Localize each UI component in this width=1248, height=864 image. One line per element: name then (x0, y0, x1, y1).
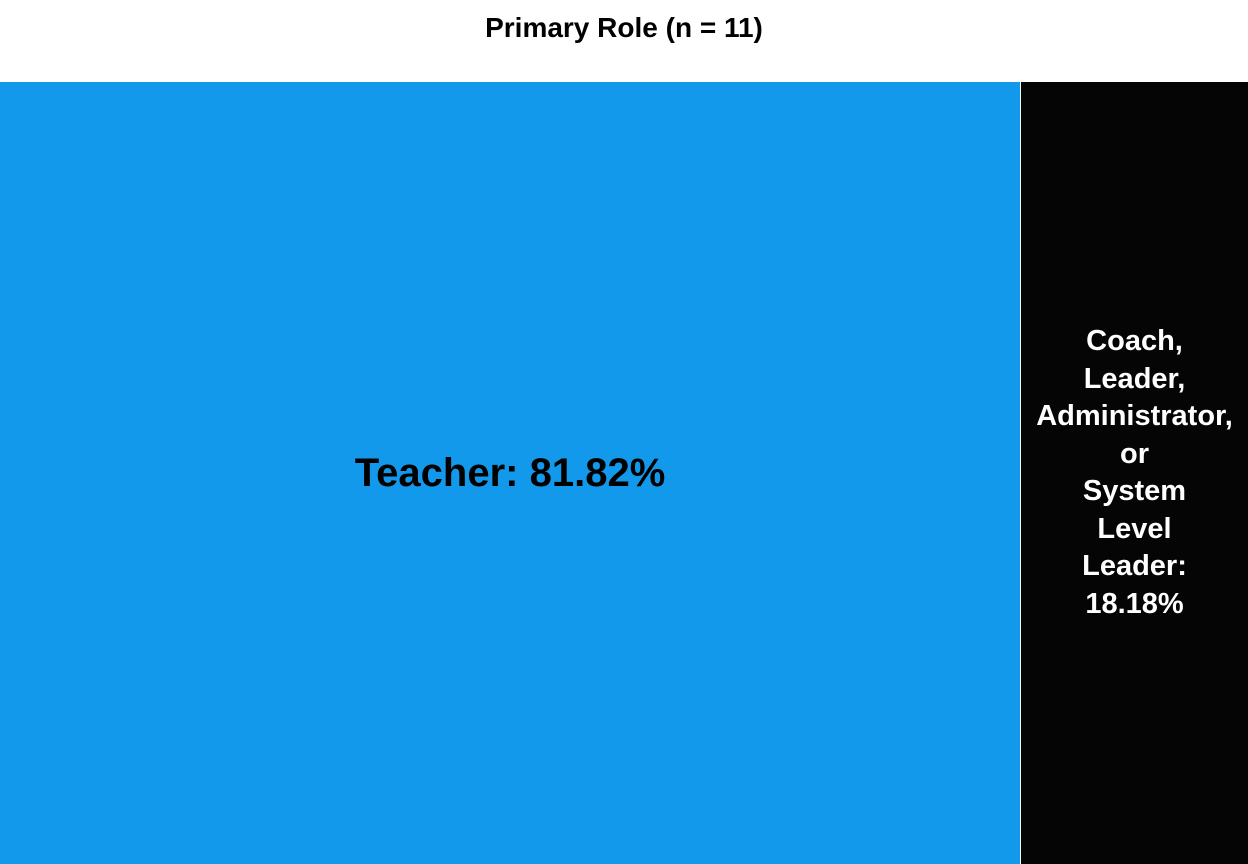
treemap-tile-0: Teacher: 81.82% (0, 82, 1021, 864)
treemap-tile-label: Coach, Leader, Administrator, or System Level… (1032, 323, 1237, 623)
treemap-tile-label-line: 18.18% (1085, 587, 1184, 620)
treemap-tile-label-line: System (1082, 475, 1187, 507)
treemap-tile-label-line: Administrator, (1036, 400, 1233, 432)
treemap-tile-label-line: Level (1097, 512, 1172, 545)
treemap-tile-label: Teacher: 81.82% (354, 451, 666, 495)
treemap-tile-1: Coach, Leader, Administrator, or System Level… (1021, 82, 1248, 864)
treemap-tile-label-line: or (1120, 437, 1149, 470)
treemap-tile-label-line: Leader: (1082, 550, 1187, 582)
treemap: Teacher: 81.82% Coach, Leader, Administrato… (0, 82, 1248, 864)
treemap-tile-label-line: Coach, (1086, 325, 1183, 357)
chart-title: Primary Role (n = 11) (485, 12, 763, 43)
treemap-tile-label-line: Leader, (1083, 362, 1186, 395)
